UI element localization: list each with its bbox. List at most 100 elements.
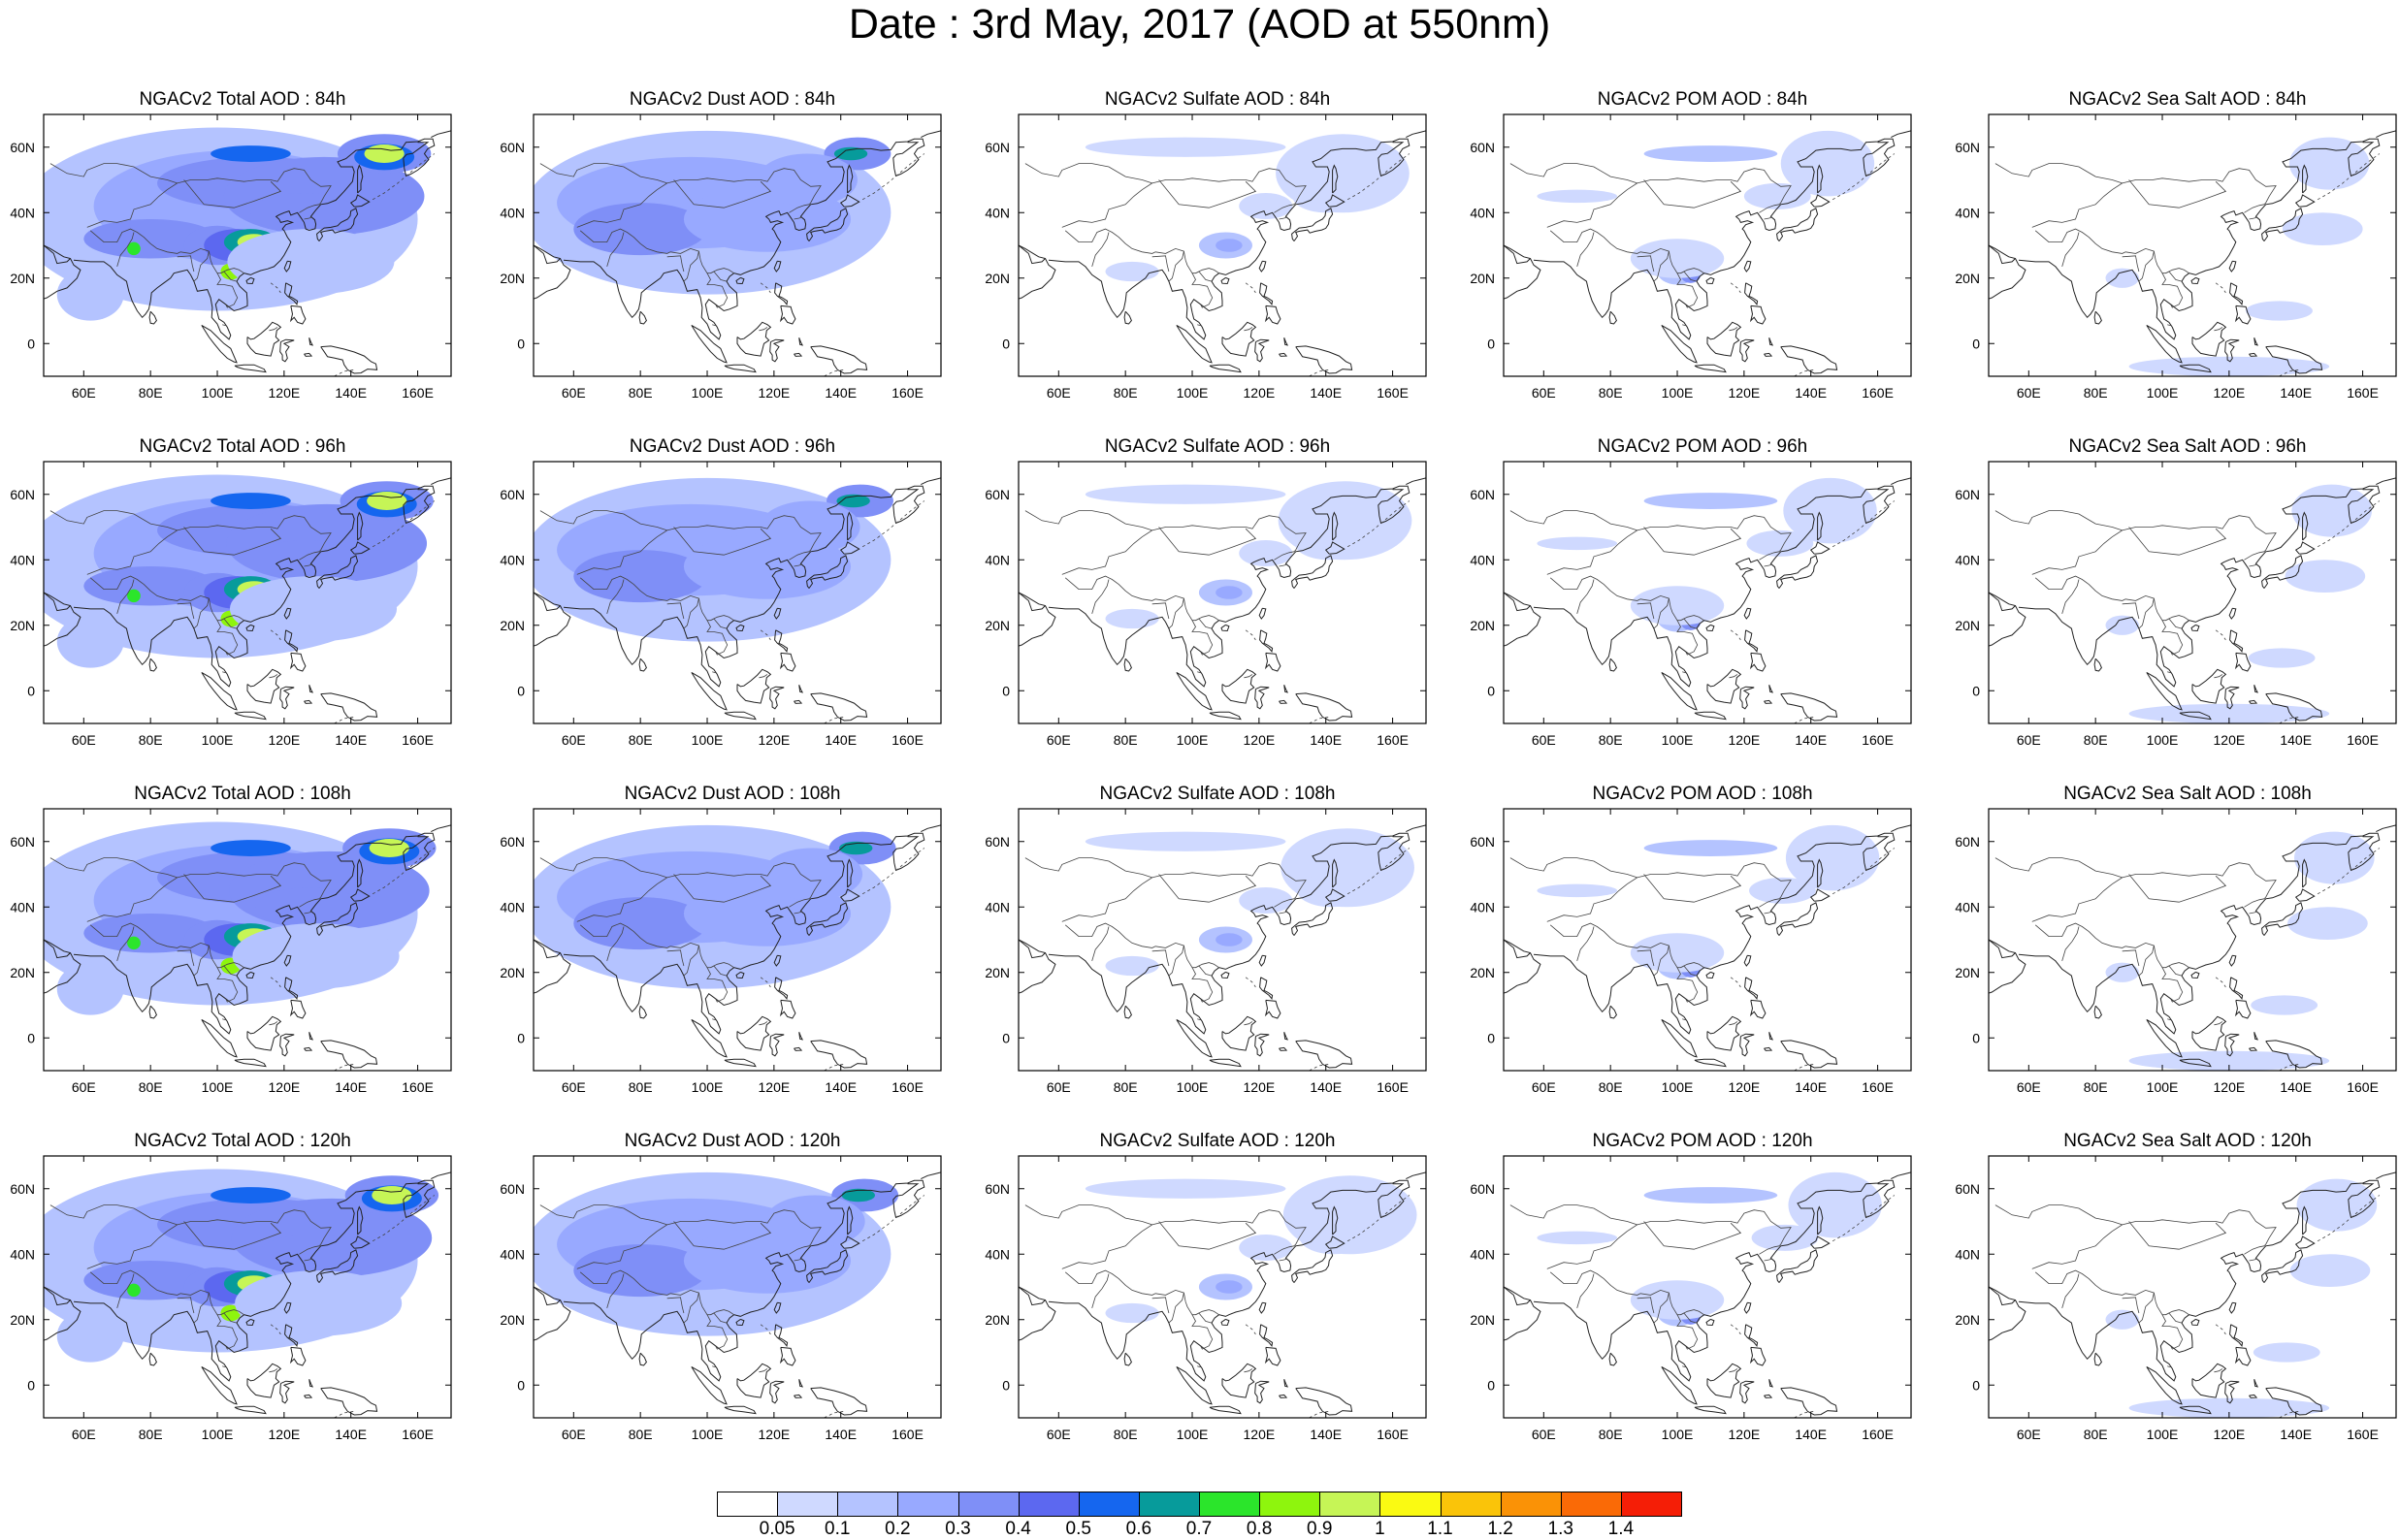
aod-shade bbox=[1085, 1178, 1286, 1199]
x-tick-label: 160E bbox=[1377, 732, 1409, 748]
country-border bbox=[1794, 369, 1815, 376]
country-border bbox=[1244, 1368, 1253, 1373]
map-panel: NGACv2 POM AOD : 120h 60E 80E 100E 120E 140E 1… bbox=[1460, 1131, 1916, 1460]
x-tick-label: 60E bbox=[1532, 385, 1556, 401]
country-border bbox=[2031, 1209, 2277, 1269]
aod-shade bbox=[227, 229, 395, 295]
panel-title: NGACv2 Sulfate AOD : 120h bbox=[1099, 1131, 1336, 1151]
country-border bbox=[2061, 232, 2080, 268]
country-border bbox=[824, 716, 845, 723]
coastline bbox=[308, 685, 314, 693]
panel-title: NGACv2 POM AOD : 96h bbox=[1597, 436, 1808, 457]
panel-title: NGACv2 Total AOD : 120h bbox=[134, 1131, 351, 1151]
country-border bbox=[299, 1245, 320, 1255]
coastline bbox=[2229, 282, 2244, 305]
x-tick-label: 80E bbox=[1599, 1079, 1623, 1095]
coastline bbox=[774, 1324, 789, 1347]
aod-shade bbox=[1537, 883, 1618, 898]
x-tick-label: 120E bbox=[1729, 1079, 1761, 1095]
country-border bbox=[539, 857, 667, 879]
coastline bbox=[773, 954, 782, 967]
coastline bbox=[1706, 668, 1742, 704]
map-frame bbox=[533, 808, 942, 1072]
aod-shade bbox=[2289, 1254, 2371, 1287]
coastline bbox=[2294, 194, 2316, 208]
coastline bbox=[44, 592, 81, 647]
x-tick-label: 80E bbox=[629, 1079, 653, 1095]
aod-shade bbox=[1643, 493, 1778, 509]
aod-shade bbox=[1746, 529, 1814, 557]
country-border bbox=[1994, 857, 2123, 879]
coastline bbox=[1309, 722, 1331, 723]
coastline bbox=[921, 477, 941, 486]
coastline bbox=[316, 555, 359, 589]
country-border bbox=[1309, 369, 1330, 376]
coastline bbox=[2018, 485, 2381, 688]
country-border bbox=[2317, 848, 2381, 895]
coastline bbox=[1764, 699, 1773, 704]
y-tick-label: 60N bbox=[1470, 834, 1495, 850]
coastline bbox=[245, 971, 255, 979]
aod-map: 60E 80E 100E 120E 140E 160E 60N 40N 20N 0 bbox=[500, 113, 942, 401]
coastline bbox=[1504, 244, 1541, 300]
coastline bbox=[839, 888, 860, 902]
coastline bbox=[1291, 208, 1334, 241]
country-border bbox=[1637, 602, 1655, 620]
aod-shade bbox=[2105, 1309, 2139, 1330]
country-border bbox=[2167, 1018, 2171, 1021]
aod-map: 60E 80E 100E 120E 140E 160E 60N 40N 20N 0 bbox=[985, 808, 1427, 1095]
map-panel: NGACv2 Sea Salt AOD : 120h 60E 80E 100E 120E… bbox=[1945, 1131, 2399, 1460]
coastline bbox=[1406, 824, 1426, 833]
x-tick-label: 100E bbox=[1662, 1079, 1694, 1095]
coastline bbox=[1264, 999, 1281, 1019]
colorbar-swatch bbox=[1620, 1492, 1682, 1517]
country-border bbox=[2279, 716, 2300, 723]
country-border bbox=[270, 1324, 281, 1335]
x-tick-label: 60E bbox=[1532, 1079, 1556, 1095]
coastline bbox=[234, 1405, 267, 1415]
page-title: Date : 3rd May, 2017 (AOD at 550nm) bbox=[848, 1, 1551, 48]
country-border bbox=[789, 551, 810, 561]
country-border bbox=[1730, 282, 1741, 294]
coastline bbox=[824, 1070, 846, 1071]
country-border bbox=[576, 168, 822, 228]
x-tick-label: 120E bbox=[759, 385, 791, 401]
x-tick-label: 80E bbox=[629, 732, 653, 748]
country-border bbox=[1279, 216, 1287, 220]
country-border bbox=[1091, 926, 1110, 962]
x-tick-label: 120E bbox=[759, 1079, 791, 1095]
country-border bbox=[86, 515, 332, 575]
coastline bbox=[2249, 352, 2258, 357]
y-tick-label: 20N bbox=[1470, 1312, 1495, 1328]
coastline bbox=[1817, 164, 1824, 194]
aod-shade bbox=[1749, 877, 1816, 904]
aod-shade bbox=[1788, 1171, 1882, 1238]
coastline bbox=[431, 824, 451, 833]
coastline bbox=[1533, 138, 1896, 340]
y-tick-label: 0 bbox=[517, 1377, 525, 1393]
country-border bbox=[759, 327, 768, 332]
coastline bbox=[1694, 1405, 1727, 1415]
x-tick-label: 80E bbox=[1599, 385, 1623, 401]
coastline bbox=[1332, 1205, 1339, 1235]
x-tick-label: 80E bbox=[1599, 1427, 1623, 1442]
coastline bbox=[2261, 1249, 2304, 1283]
coastline bbox=[1533, 832, 1896, 1035]
aod-shade bbox=[235, 1270, 403, 1336]
country-border bbox=[1195, 965, 1213, 977]
country-border bbox=[2138, 251, 2155, 282]
country-border bbox=[1682, 1365, 1686, 1368]
country-border bbox=[2061, 926, 2080, 962]
country-border bbox=[1091, 579, 1110, 615]
coastline bbox=[1283, 337, 1289, 346]
colorbar-label: 0.2 bbox=[885, 1519, 911, 1539]
country-border bbox=[1245, 629, 1256, 641]
coastline bbox=[847, 858, 854, 888]
aod-shade bbox=[1105, 608, 1159, 629]
country-border bbox=[2061, 579, 2080, 615]
aod-shade bbox=[1300, 1221, 1367, 1255]
coastline bbox=[2376, 824, 2396, 833]
aod-shade bbox=[2285, 560, 2366, 593]
x-tick-label: 60E bbox=[1047, 385, 1071, 401]
country-border bbox=[1195, 271, 1213, 282]
